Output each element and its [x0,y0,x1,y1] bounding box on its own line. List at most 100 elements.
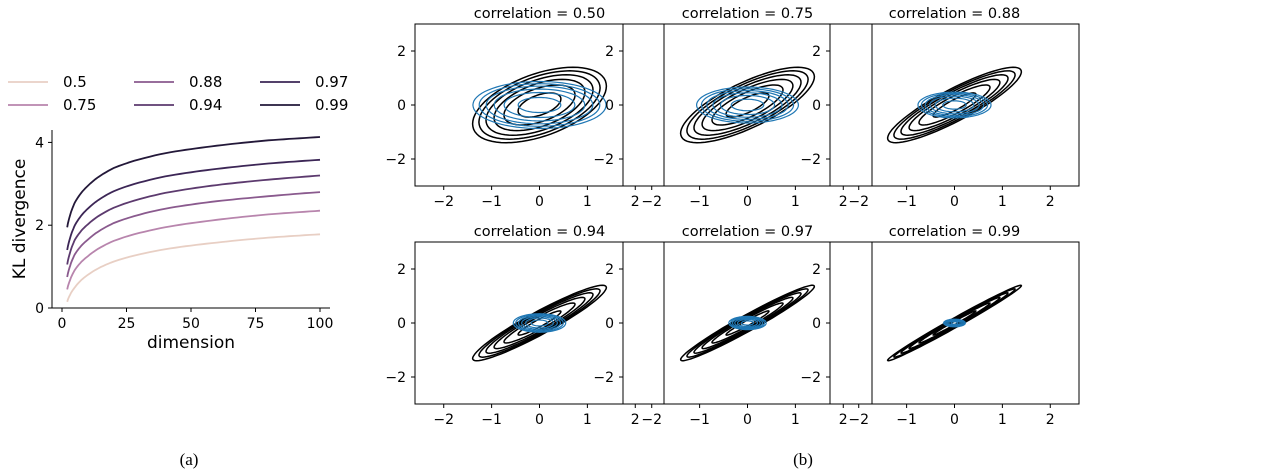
x-tick-label: −2 [848,194,869,210]
x-tick-label: 0 [535,412,544,428]
true-contour [503,84,576,126]
true-contour [679,66,816,144]
y-tick-label: −2 [593,152,614,168]
x-tick-label: 0 [950,194,959,210]
approx-contour [924,94,985,116]
subplot-frame [829,23,1080,187]
true-contour [471,66,608,144]
y-tick-label: 2 [397,262,406,278]
y-tick-label: −2 [800,152,821,168]
approx-contour [943,318,966,328]
x-tick-label: 0 [743,194,752,210]
legend-label: 0.97 [315,73,348,91]
true-contour [701,78,794,132]
approx-contour [515,314,564,332]
x-tick-label: 2 [839,194,848,210]
approx-contour [740,320,755,326]
true-contour [503,302,576,344]
y-tick-label: −2 [593,370,614,386]
x-tick-label: 0 [58,316,67,332]
x-tick-label: 0 [535,194,544,210]
subplot-title: correlation = 0.94 [474,224,605,240]
true-contour [893,70,1016,140]
approx-contour [929,95,980,115]
subplot-frame [829,241,1080,405]
true-contour [886,66,1023,144]
approx-contour [942,100,967,110]
y-tick-label: 0 [397,316,406,332]
approx-contour [525,317,554,329]
approx-contour [521,316,558,330]
x-tick-label: 100 [307,316,334,332]
x-tick-label: −2 [848,412,869,428]
approx-contour [730,98,765,112]
y-tick-label: −2 [385,152,406,168]
y-axis-label: KL divergence [10,159,30,280]
y-tick-label: 2 [605,44,614,60]
y-tick-label: 2 [605,262,614,278]
x-tick-label: −2 [641,412,662,428]
subplot-title: correlation = 0.88 [889,6,1020,22]
x-tick-label: 50 [182,316,200,332]
x-tick-label: −1 [689,194,710,210]
contour-layer [886,284,1023,362]
y-tick-label: 0 [605,98,614,114]
true-contour [711,302,784,344]
y-tick-label: 2 [35,218,44,234]
true-contour [918,302,991,344]
approx-contour [517,315,562,331]
x-tick-label: 0 [743,412,752,428]
approx-contour [719,94,776,116]
y-tick-label: −2 [385,370,406,386]
approx-contour [517,96,562,114]
series-line-0.94 [66,174,321,265]
approx-contour [917,91,992,119]
true-contour [686,70,809,140]
y-tick-label: −2 [800,370,821,386]
true-contour [471,284,608,362]
x-tick-label: 25 [118,316,136,332]
y-tick-label: 0 [812,316,821,332]
x-tick-label: 1 [583,194,592,210]
contour-layer [679,284,816,362]
series-line-0.75 [66,209,321,290]
x-tick-label: −2 [433,412,454,428]
x-tick-label: −1 [896,412,917,428]
approx-contour [485,85,594,125]
y-tick-label: 2 [812,44,821,60]
true-contour [693,74,802,136]
true-contour [701,296,794,350]
contour-layer [679,66,816,144]
y-tick-label: 2 [812,262,821,278]
true-contour [711,84,784,126]
x-tick-label: 2 [631,194,640,210]
x-tick-label: −1 [481,194,502,210]
approx-contour [695,86,800,124]
x-tick-label: 1 [998,412,1007,428]
panel-a-kl-chart: 0 25 50 75 100 0 2 4 dimension KL divergence 0.5 0.… [8,73,348,353]
legend-label: 0.88 [189,73,222,91]
approx-contour [920,92,989,118]
y-tick-label: 0 [35,301,44,317]
x-tick-label: −1 [481,412,502,428]
legend-label: 0.75 [63,96,96,114]
true-contour [908,296,1001,350]
true-contour [932,310,977,336]
subplot-frame [622,241,873,405]
y-tick-label: 4 [35,135,44,151]
approx-contour [728,315,767,331]
legend-label: 0.99 [315,96,348,114]
subplot-title: correlation = 0.97 [682,224,813,240]
y-tick-label: 0 [605,316,614,332]
x-tick-label: −1 [896,194,917,210]
x-tick-label: −2 [641,194,662,210]
true-contour [693,292,802,354]
subplot-title: correlation = 0.50 [474,6,605,22]
subplot-title: correlation = 0.75 [682,6,813,22]
